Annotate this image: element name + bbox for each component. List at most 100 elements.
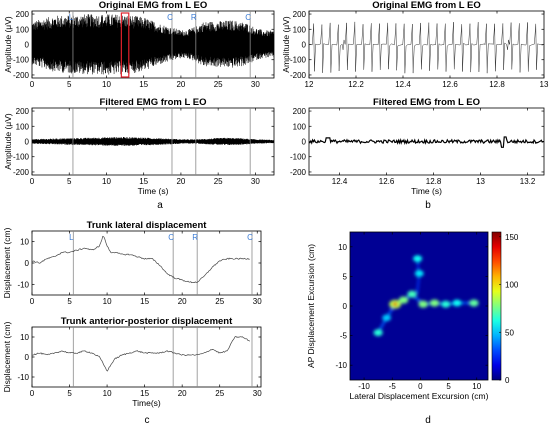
- emg_filt_zoom-axes: 12.4 12.6 12.8 13 13.2 -200 -100 0 100 200 Filtere…: [290, 97, 545, 196]
- emg-spike-line: [309, 21, 544, 74]
- x-tick-label: 12.2: [348, 80, 364, 89]
- y-tick-label: 10: [20, 238, 29, 247]
- heat-spot: [413, 255, 423, 263]
- heat-spot: [414, 270, 424, 277]
- x-tick-label: 10: [102, 80, 111, 89]
- chart-title: Trunk lateral displacement: [87, 220, 208, 231]
- y-tick-label: 5: [343, 272, 348, 281]
- x-tick-label: 30: [253, 297, 262, 306]
- event-marker-R: R: [191, 13, 197, 22]
- x-tick-label: -5: [389, 382, 397, 391]
- y-tick-label: 200: [16, 107, 30, 116]
- panel-label-a: a: [157, 200, 163, 211]
- y-tick-label: -100: [13, 153, 30, 162]
- y-tick-label: 200: [293, 10, 307, 19]
- x-tick-label: 13.2: [520, 177, 536, 186]
- emg-filtered-line: [309, 136, 544, 148]
- heat-spot: [407, 290, 417, 298]
- heat-spot: [429, 299, 440, 307]
- x-tick-label: 10: [103, 389, 112, 398]
- colorbar-tick-label: 100: [505, 281, 519, 290]
- event-marker-L: L: [69, 233, 74, 242]
- x-tick-label: 20: [176, 177, 185, 186]
- y-tick-label: 0: [25, 259, 30, 268]
- y-tick-label: -10: [335, 361, 347, 370]
- y-tick-label: -100: [13, 56, 30, 65]
- y-tick-label: -200: [13, 71, 30, 80]
- y-tick-label: 10: [20, 333, 29, 342]
- plot-frame: [308, 10, 545, 79]
- x-tick-label: 13: [540, 80, 549, 89]
- heat-spot: [441, 300, 451, 308]
- x-tick-label: 12.8: [426, 177, 442, 186]
- y-tick-label: 100: [16, 122, 30, 131]
- panel-label-c: c: [145, 415, 150, 426]
- x-tick-label: 5: [446, 382, 451, 391]
- x-tick-label: 20: [178, 389, 187, 398]
- trajectory-trace: [416, 255, 420, 295]
- y-tick-label: 0: [25, 138, 30, 147]
- x-tick-label: 25: [215, 389, 224, 398]
- y-tick-label: -10: [17, 373, 29, 382]
- x-tick-label: 15: [139, 177, 148, 186]
- event-marker-C: C: [247, 233, 253, 242]
- emg_orig_zoom-axes: 12 12.2 12.4 12.6 12.8 13 -200 -100 0 100 200 Origi…: [281, 0, 549, 89]
- x-tick-label: 30: [251, 177, 260, 186]
- x-tick-label: 25: [215, 297, 224, 306]
- trajectory-trace: [377, 292, 474, 334]
- x-tick-label: 25: [214, 177, 223, 186]
- heatmap-cells: [373, 255, 479, 337]
- x-tick-label: 15: [140, 389, 149, 398]
- x-tick-label: 0: [30, 297, 35, 306]
- x-tick-label: 10: [472, 382, 481, 391]
- y-tick-label: 10: [338, 243, 347, 252]
- displacement-line: [32, 235, 250, 284]
- zoom-window-box: [120, 12, 130, 78]
- heat-spot-peak: [393, 303, 397, 306]
- x-axis-label: Lateral Displacement Excursion (cm): [350, 391, 489, 401]
- y-tick-label: -100: [290, 56, 307, 65]
- y-tick-label: 0: [302, 138, 307, 147]
- emg-signal-line: [32, 14, 274, 75]
- chart-title: Original EMG from L EO: [372, 0, 481, 11]
- x-tick-label: 0: [418, 382, 423, 391]
- y-axis-label: Amplitude (μV): [3, 16, 13, 73]
- colorbar-tick-label: 0: [505, 376, 510, 385]
- event-marker-C: C: [167, 13, 173, 22]
- y-tick-label: 200: [16, 10, 30, 19]
- chart-title: Original EMG from L EO: [99, 0, 208, 11]
- y-tick-label: 100: [293, 122, 307, 131]
- y-tick-label: 100: [16, 25, 30, 34]
- x-tick-label: 0: [30, 80, 35, 89]
- y-tick-label: 0: [343, 302, 348, 311]
- x-tick-label: 12.8: [489, 80, 505, 89]
- y-tick-label: -10: [17, 280, 29, 289]
- x-tick-label: 5: [67, 389, 72, 398]
- y-tick-label: -200: [290, 71, 307, 80]
- y-tick-label: -200: [13, 168, 30, 177]
- x-axis-label: Time (s): [411, 186, 442, 196]
- x-tick-label: 20: [176, 80, 185, 89]
- x-tick-label: 5: [67, 80, 72, 89]
- heat-spot: [469, 299, 479, 307]
- colorbar: [491, 231, 502, 381]
- y-axis-label: Amplitude (μV): [281, 16, 291, 73]
- plot-frame: [31, 326, 262, 388]
- y-axis-label: Displacement (cm): [2, 227, 12, 298]
- colorbar-tick-label: 50: [505, 328, 514, 337]
- emg_filt_full-axes: 0 5 10 15 20 25 30 -200 -100 0 100 200 Filtered EMG …: [3, 97, 275, 196]
- event-marker-C: C: [245, 13, 251, 22]
- y-tick-label: 0: [25, 353, 30, 362]
- y-tick-label: 200: [293, 107, 307, 116]
- y-tick-label: 0: [25, 41, 30, 50]
- x-tick-label: 12.6: [442, 80, 458, 89]
- displacement-line: [32, 336, 250, 372]
- x-tick-label: 30: [253, 389, 262, 398]
- y-axis-label: Amplitude (μV): [3, 113, 13, 170]
- x-tick-label: 25: [214, 80, 223, 89]
- x-tick-label: 13: [476, 177, 485, 186]
- x-tick-label: 12: [305, 80, 314, 89]
